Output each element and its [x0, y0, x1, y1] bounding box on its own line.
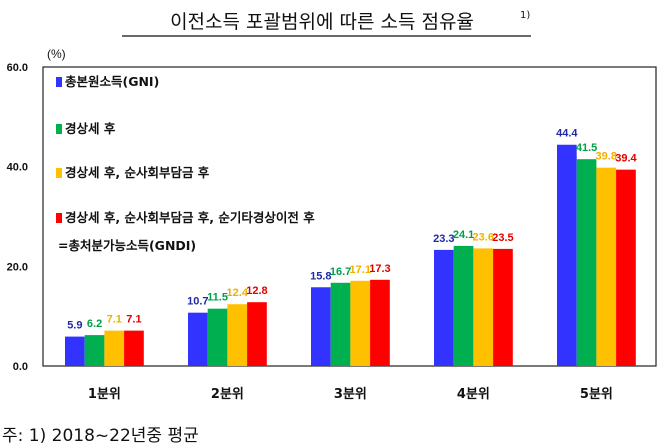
y-tick-label: 40.0 [7, 162, 28, 174]
bar [207, 308, 228, 366]
data-label: 7.1 [126, 314, 141, 326]
bar [330, 282, 351, 366]
bar [434, 249, 454, 366]
bar [557, 144, 577, 366]
y-axis-unit: (%) [47, 47, 66, 61]
x-tick-label: 2분위 [211, 387, 244, 402]
bar [84, 335, 105, 366]
bar [473, 248, 494, 366]
chart-title-superscript: 1) [520, 10, 530, 21]
legend-swatch [56, 124, 62, 134]
bar [350, 280, 371, 366]
data-label: 12.4 [227, 287, 249, 299]
legend-label-line2: =총처분가능소득(GNDI) [58, 238, 196, 253]
chart-title-text: 이전소득 포괄범위에 따른 소득 점유율 [170, 11, 474, 33]
legend-label: 경상세 후, 순사회부담금 후, 순기타경상이전 후 [65, 210, 315, 225]
data-label: 12.8 [246, 285, 267, 297]
bar [596, 167, 617, 366]
bar [370, 279, 390, 366]
bar [188, 312, 208, 366]
x-tick-label: 1분위 [88, 387, 121, 402]
chart-title: 이전소득 포괄범위에 따른 소득 점유율 1) [122, 10, 531, 37]
data-label: 39.8 [596, 151, 617, 163]
bar [576, 159, 597, 366]
data-label: 10.7 [187, 296, 208, 308]
bar [616, 169, 636, 366]
legend-item: 경상세 후 [56, 121, 116, 136]
bar [227, 304, 248, 366]
legend-swatch [56, 213, 62, 223]
bar [493, 248, 513, 366]
data-label: 16.7 [330, 266, 351, 278]
x-tick-label: 5분위 [580, 387, 613, 402]
data-label: 23.5 [492, 232, 513, 244]
legend-label: 경상세 후, 순사회부담금 후 [65, 165, 210, 180]
bar [65, 336, 85, 366]
legend-swatch [56, 77, 62, 87]
bar [247, 302, 267, 366]
bar [124, 330, 144, 366]
data-label: 44.4 [556, 128, 578, 140]
legend-item: 경상세 후, 순사회부담금 후 [56, 165, 210, 180]
data-label: 17.3 [369, 263, 390, 275]
data-label: 41.5 [576, 142, 597, 154]
bar [104, 330, 125, 366]
data-label: 5.9 [67, 320, 82, 332]
data-label: 39.4 [615, 153, 637, 165]
bar [453, 245, 474, 366]
x-tick-label: 4분위 [457, 387, 490, 402]
data-label: 15.8 [310, 270, 331, 282]
legend-item: 총본원소득(GNI) [56, 74, 159, 89]
y-tick-label: 60.0 [7, 62, 28, 74]
data-label: 24.1 [453, 229, 474, 241]
data-label: 23.6 [473, 231, 494, 243]
data-label: 11.5 [207, 292, 228, 304]
legend-label: 경상세 후 [65, 121, 116, 136]
data-label: 17.1 [350, 264, 371, 276]
data-label: 23.3 [433, 233, 454, 245]
legend-label: 총본원소득(GNI) [65, 74, 159, 89]
y-tick-label: 20.0 [7, 261, 28, 273]
data-label: 7.1 [107, 314, 122, 326]
x-tick-label: 3분위 [334, 387, 367, 402]
data-label: 6.2 [87, 318, 102, 330]
legend-item: 경상세 후, 순사회부담금 후, 순기타경상이전 후 =총처분가능소득(GNDI) [56, 210, 315, 253]
y-tick-label: 0.0 [13, 361, 28, 373]
legend-swatch [56, 168, 62, 178]
footnote: 주: 1) 2018~22년중 평균 [2, 426, 199, 446]
bar [311, 287, 331, 366]
